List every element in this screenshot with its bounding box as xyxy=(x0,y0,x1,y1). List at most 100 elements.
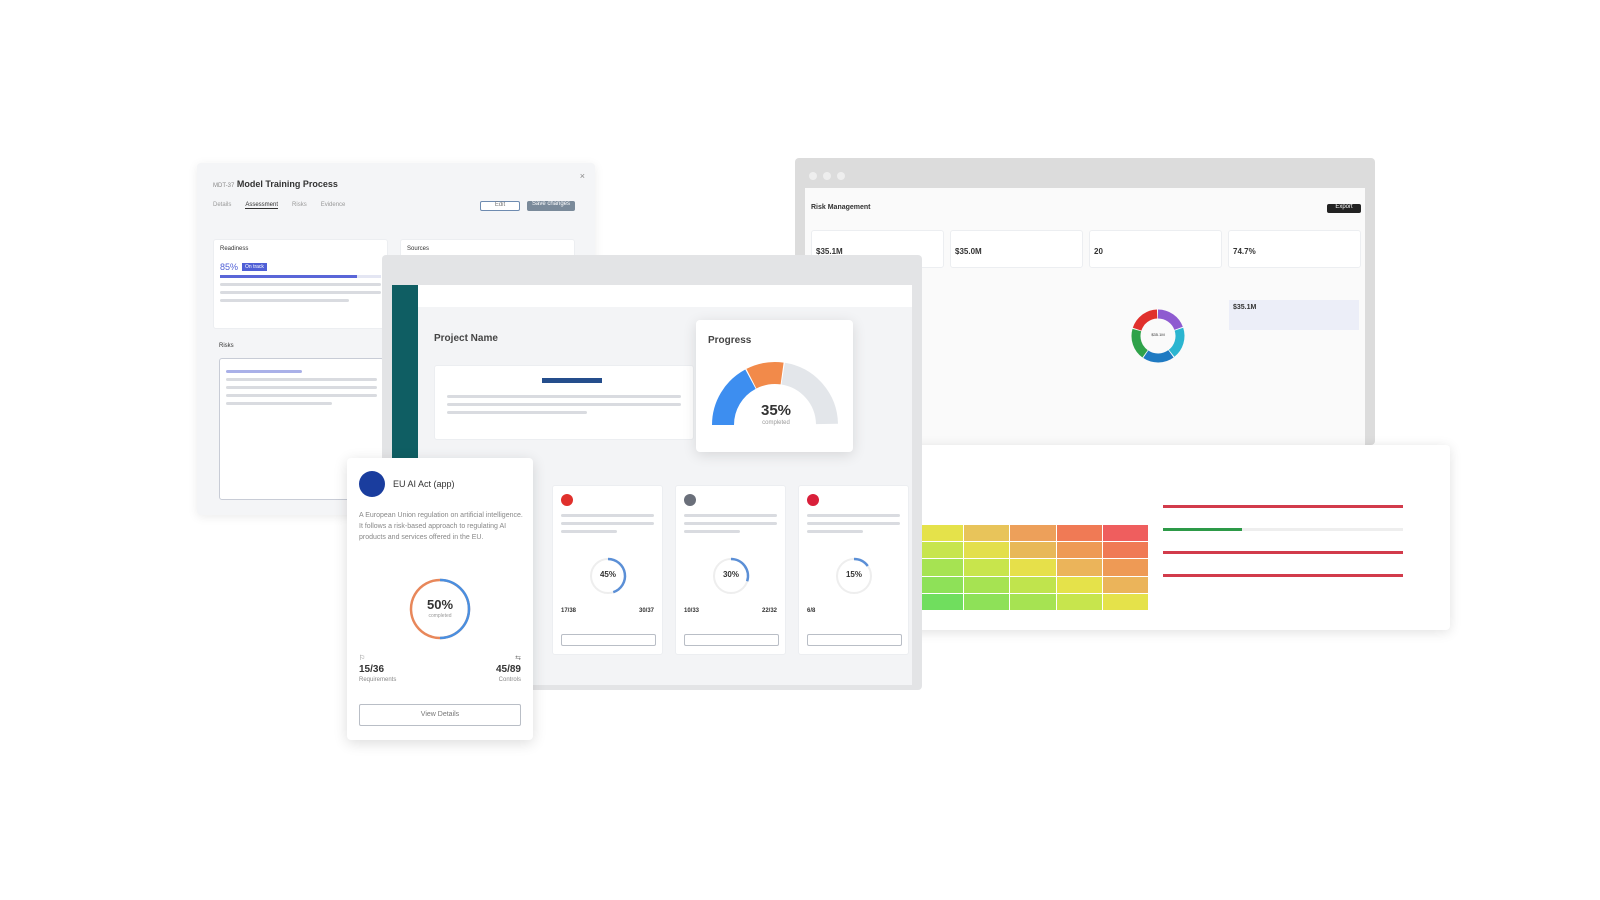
top-nav xyxy=(418,285,912,307)
tab[interactable]: Evidence xyxy=(320,202,346,208)
heatmap-cell[interactable] xyxy=(1102,559,1148,576)
ring-progress xyxy=(730,557,750,582)
heatmap-cell[interactable] xyxy=(1056,525,1102,542)
view-details-button[interactable] xyxy=(807,634,902,646)
donut-center-value: $35.1M xyxy=(1151,332,1165,337)
heatmap-cell[interactable] xyxy=(1102,576,1148,593)
framework-logo-icon xyxy=(807,494,819,506)
controls-value: 30/37 xyxy=(638,608,654,614)
sources-label: Sources xyxy=(407,246,430,252)
category-bar xyxy=(1163,574,1403,577)
gauge-segment xyxy=(746,362,784,389)
heatmap-cell[interactable] xyxy=(1010,542,1056,559)
donut-slice xyxy=(1157,309,1183,331)
risk-heatmap xyxy=(918,525,1148,610)
heatmap-cell[interactable] xyxy=(1010,559,1056,576)
eu-flag-icon xyxy=(359,471,385,497)
kpi-value: $35.0M xyxy=(955,247,982,256)
record-id: MDT-37 xyxy=(213,183,235,189)
requirements-icon: ⚐ xyxy=(359,655,366,662)
category-bars xyxy=(1163,505,1403,597)
completion-ring xyxy=(713,557,750,594)
heatmap-cell[interactable] xyxy=(918,542,964,559)
completion-ring xyxy=(409,578,471,640)
controls-value: 45/89 xyxy=(495,664,521,675)
tab-active[interactable]: Assessment xyxy=(245,202,279,209)
ring-progress xyxy=(853,557,869,567)
completion-pct: 15% xyxy=(845,570,862,579)
readiness-pct: 85% xyxy=(220,262,239,272)
ring-progress xyxy=(439,578,471,640)
highlight-value: $35.1M xyxy=(1233,304,1257,311)
heatmap-cell[interactable] xyxy=(1056,593,1102,610)
readiness-bar xyxy=(220,275,357,278)
risk-overview-window xyxy=(865,445,1450,630)
progress-pct: 35% xyxy=(760,402,792,419)
progress-title: Progress xyxy=(708,335,752,346)
donut-slice xyxy=(1132,309,1158,331)
risk-donut-chart xyxy=(1131,309,1185,363)
heatmap-cell[interactable] xyxy=(964,542,1010,559)
framework-cards: 45% 17/38 30/37 30% 10/33 22/32 15% 6/8 xyxy=(552,485,909,655)
heatmap-cell[interactable] xyxy=(1010,593,1056,610)
heatmap-cell[interactable] xyxy=(1102,542,1148,559)
progress-card: Progress 35% completed xyxy=(696,320,853,452)
heatmap-cell[interactable] xyxy=(1010,576,1056,593)
kpi-value: $35.1M xyxy=(816,247,843,256)
heatmap-cell[interactable] xyxy=(918,576,964,593)
window-controls xyxy=(809,167,851,185)
category-bar xyxy=(1163,528,1243,531)
project-title: Project Name xyxy=(434,333,498,344)
export-button[interactable]: Export xyxy=(1327,204,1361,213)
framework-logo-icon xyxy=(561,494,573,506)
readiness-card: Readiness 85% On track xyxy=(213,239,388,329)
heatmap-cell[interactable] xyxy=(964,559,1010,576)
category-bar-track xyxy=(1163,528,1403,531)
heatmap-cell[interactable] xyxy=(1056,559,1102,576)
category-bar-track xyxy=(1163,574,1403,577)
completion-ring xyxy=(836,557,872,594)
heatmap-cell[interactable] xyxy=(964,576,1010,593)
sidebar xyxy=(392,285,418,460)
heatmap-cell[interactable] xyxy=(1102,593,1148,610)
card-title: EU AI Act (app) xyxy=(393,479,455,489)
card-description: A European Union regulation on artificia… xyxy=(359,512,523,541)
tabs: Details Assessment Risks Evidence xyxy=(213,202,345,209)
heatmap-cell[interactable] xyxy=(918,593,964,610)
status-badge: On track xyxy=(242,263,267,271)
heatmap-cell[interactable] xyxy=(918,559,964,576)
view-details-button[interactable] xyxy=(684,634,779,646)
edit-button[interactable]: Edit xyxy=(480,201,520,211)
view-details-button[interactable] xyxy=(561,634,656,646)
category-bar-track xyxy=(1163,551,1403,554)
save-button[interactable]: Save changes xyxy=(527,201,575,211)
donut-slice xyxy=(1131,328,1149,358)
readiness-label: Readiness xyxy=(220,246,249,252)
completion-pct: 45% xyxy=(599,570,616,579)
framework-logo-icon xyxy=(684,494,696,506)
risks-label: Risks xyxy=(219,343,234,349)
kpi-value: 74.7% xyxy=(1233,247,1256,256)
completion-pct: 50% xyxy=(426,597,454,612)
tab[interactable]: Risks xyxy=(292,202,307,208)
heatmap-cell[interactable] xyxy=(1102,525,1148,542)
close-icon[interactable]: × xyxy=(579,171,585,181)
heatmap-cell[interactable] xyxy=(964,525,1010,542)
category-bar xyxy=(1163,551,1403,554)
heatmap-cell[interactable] xyxy=(1056,576,1102,593)
requirements-label: Requirements xyxy=(359,677,397,683)
progress-caption: completed xyxy=(762,420,790,426)
framework-card: 45% 17/38 30/37 xyxy=(552,485,663,655)
kpi-row: $35.1M $35.0M 20 74.7% xyxy=(811,230,1361,268)
heatmap-cell[interactable] xyxy=(918,525,964,542)
page-title: Risk Management xyxy=(811,204,871,211)
category-bar xyxy=(1163,505,1403,508)
heatmap-cell[interactable] xyxy=(1010,525,1056,542)
gauge-segment xyxy=(780,362,838,425)
view-details-button[interactable]: View Details xyxy=(359,704,521,726)
requirements-value: 10/33 xyxy=(684,608,700,614)
heatmap-cell[interactable] xyxy=(1056,542,1102,559)
heatmap-cell[interactable] xyxy=(964,593,1010,610)
tab[interactable]: Details xyxy=(213,202,232,208)
gauge-segment xyxy=(712,369,757,426)
